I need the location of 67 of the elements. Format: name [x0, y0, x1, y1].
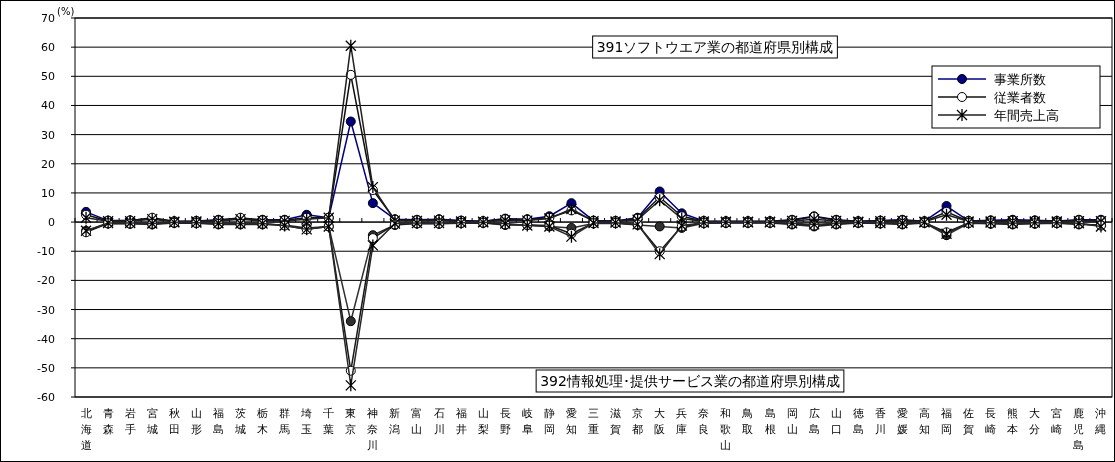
x-tick-label: 京都 [632, 407, 644, 436]
x-tick-label: 北海道 [80, 407, 92, 452]
x-tick-label: 鹿児島 [1073, 407, 1085, 452]
x-tick-label: 栃木 [257, 407, 269, 436]
x-tick-label: 香川 [874, 407, 886, 436]
y-tick-label: -10 [37, 245, 55, 259]
x-tick-label: 茨城 [233, 407, 246, 436]
annotation: 392情報処理･提供サービス業の都道府県別構成 [540, 373, 840, 389]
x-tick-label: 山形 [190, 407, 202, 436]
y-tick-label: 10 [41, 186, 55, 200]
x-tick-label: 奈良 [698, 407, 710, 436]
x-tick-label: 埼玉 [300, 407, 313, 436]
y-tick-label: 30 [41, 128, 55, 142]
y-tick-label: 20 [41, 157, 55, 171]
x-tick-label: 富山 [411, 407, 423, 436]
x-tick-label: 鳥取 [741, 407, 754, 436]
x-tick-label: 千葉 [323, 407, 335, 436]
x-tick-label: 島根 [764, 407, 776, 436]
y-tick-label: -60 [37, 391, 55, 404]
x-tick-label: 東京 [345, 407, 357, 436]
x-tick-label: 福井 [455, 407, 467, 436]
y-tick-label: -50 [37, 361, 55, 375]
y-tick-label: -20 [37, 274, 55, 288]
x-tick-label: 兵庫 [676, 407, 688, 436]
legend-label: 事業所数 [994, 72, 1046, 87]
x-tick-label: 岩手 [124, 407, 136, 436]
x-tick-label: 沖縄 [1094, 407, 1107, 436]
legend-label: 従業者数 [994, 90, 1046, 105]
x-tick-label: 山口 [830, 407, 842, 436]
x-tick-label: 熊本 [1007, 407, 1019, 436]
annotation: 391ソフトウエア業の都道府県別構成 [596, 39, 834, 55]
x-tick-label: 宮崎 [1051, 407, 1063, 436]
y-tick-label: 50 [41, 70, 55, 84]
x-tick-label: 長崎 [985, 407, 997, 436]
x-tick-label: 秋田 [168, 407, 180, 436]
x-tick-label: 大分 [1029, 407, 1041, 436]
x-tick-label: 三重 [588, 407, 599, 436]
y-tick-label: 70 [41, 12, 55, 25]
y-tick-label: -30 [37, 303, 55, 317]
legend-label: 年間売上高 [994, 108, 1059, 123]
y-tick-label: 0 [48, 216, 55, 230]
x-tick-label: 静岡 [543, 407, 555, 436]
x-tick-label: 群馬 [278, 407, 291, 436]
x-tick-label: 福岡 [941, 407, 953, 436]
x-tick-label: 広島 [808, 407, 820, 436]
y-axis-title: (%) [57, 6, 75, 17]
y-tick-label: 40 [41, 99, 55, 113]
x-tick-label: 愛知 [565, 407, 577, 436]
y-tick-label: -40 [37, 332, 55, 346]
x-tick-label: 青森 [102, 407, 114, 436]
x-tick-label: 長野 [499, 407, 511, 436]
x-tick-label: 愛媛 [896, 407, 908, 436]
y-tick-label: 60 [41, 41, 55, 55]
x-tick-label: 高知 [918, 407, 930, 436]
x-tick-label: 山梨 [477, 407, 489, 436]
x-tick-label: 徳島 [852, 407, 864, 436]
x-tick-label: 神奈川 [367, 407, 379, 452]
x-tick-label: 岐阜 [521, 407, 533, 436]
x-tick-label: 大阪 [654, 407, 666, 436]
x-tick-label: 滋賀 [610, 407, 622, 436]
x-tick-label: 石川 [433, 407, 445, 436]
x-tick-label: 岡山 [786, 407, 798, 436]
x-tick-label: 佐賀 [963, 407, 975, 436]
x-tick-label: 宮城 [145, 407, 158, 436]
x-tick-label: 新潟 [389, 407, 401, 436]
x-tick-label: 福島 [212, 407, 224, 436]
x-tick-label: 和歌山 [720, 407, 732, 452]
